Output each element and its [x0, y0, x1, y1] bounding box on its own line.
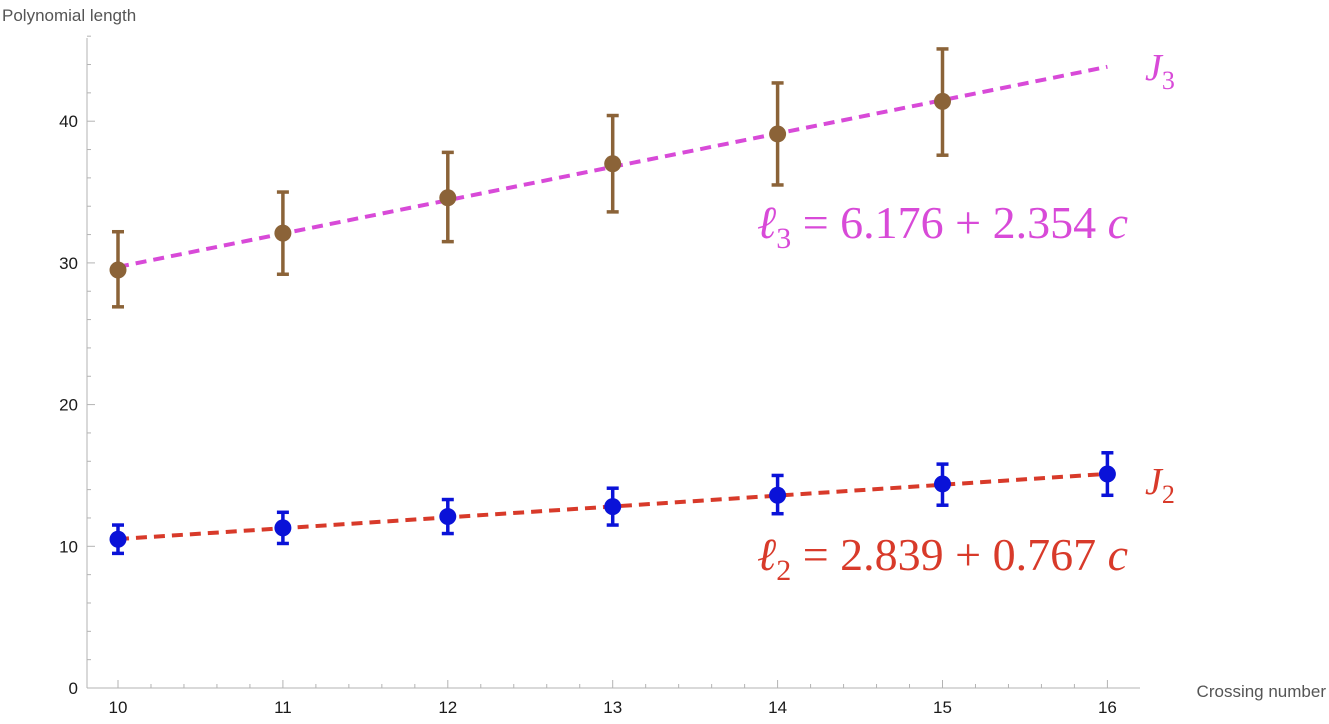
- y-tick-label: 10: [59, 537, 78, 556]
- data-point: [274, 224, 292, 242]
- x-tick-label: 10: [109, 698, 128, 717]
- x-tick-label: 15: [933, 698, 952, 717]
- x-tick-label: 16: [1098, 698, 1117, 717]
- series-label: J2: [1145, 461, 1175, 509]
- y-axis-title: Polynomial length: [2, 6, 136, 25]
- data-point: [439, 189, 457, 207]
- annotations: J3 ℓ3 = 6.176 + 2.354 c J2 ℓ2 = 2.839 + 0.7…: [757, 47, 1175, 587]
- y-tick-label: 20: [59, 396, 78, 415]
- x-tick-label: 12: [438, 698, 457, 717]
- data-point: [769, 125, 787, 143]
- x-tick-label: 11: [274, 698, 292, 717]
- data-point: [274, 519, 292, 537]
- data-point: [769, 486, 787, 504]
- series-label: J3: [1145, 47, 1175, 95]
- data-point: [934, 92, 951, 110]
- data-point: [604, 498, 622, 516]
- y-tick-label: 0: [69, 679, 78, 698]
- data-point: [604, 155, 622, 173]
- data-point: [109, 530, 127, 548]
- data-points: [109, 47, 1116, 556]
- data-point: [934, 475, 951, 493]
- axes: 10 11 12 13 14 15 16 0 10 20 30 40 Polynomial length…: [2, 6, 1326, 717]
- x-tick-label: 13: [603, 698, 622, 717]
- x-tick-label: 14: [768, 698, 787, 717]
- x-axis-title: Crossing number: [1197, 682, 1327, 701]
- data-point: [1098, 465, 1116, 483]
- y-tick-label: 40: [59, 112, 78, 131]
- data-point: [109, 261, 127, 279]
- fit-equation: ℓ3 = 6.176 + 2.354 c: [757, 197, 1128, 255]
- data-point: [439, 508, 457, 526]
- y-tick-label: 30: [59, 254, 78, 273]
- fit-equation: ℓ2 = 2.839 + 0.767 c: [757, 529, 1128, 587]
